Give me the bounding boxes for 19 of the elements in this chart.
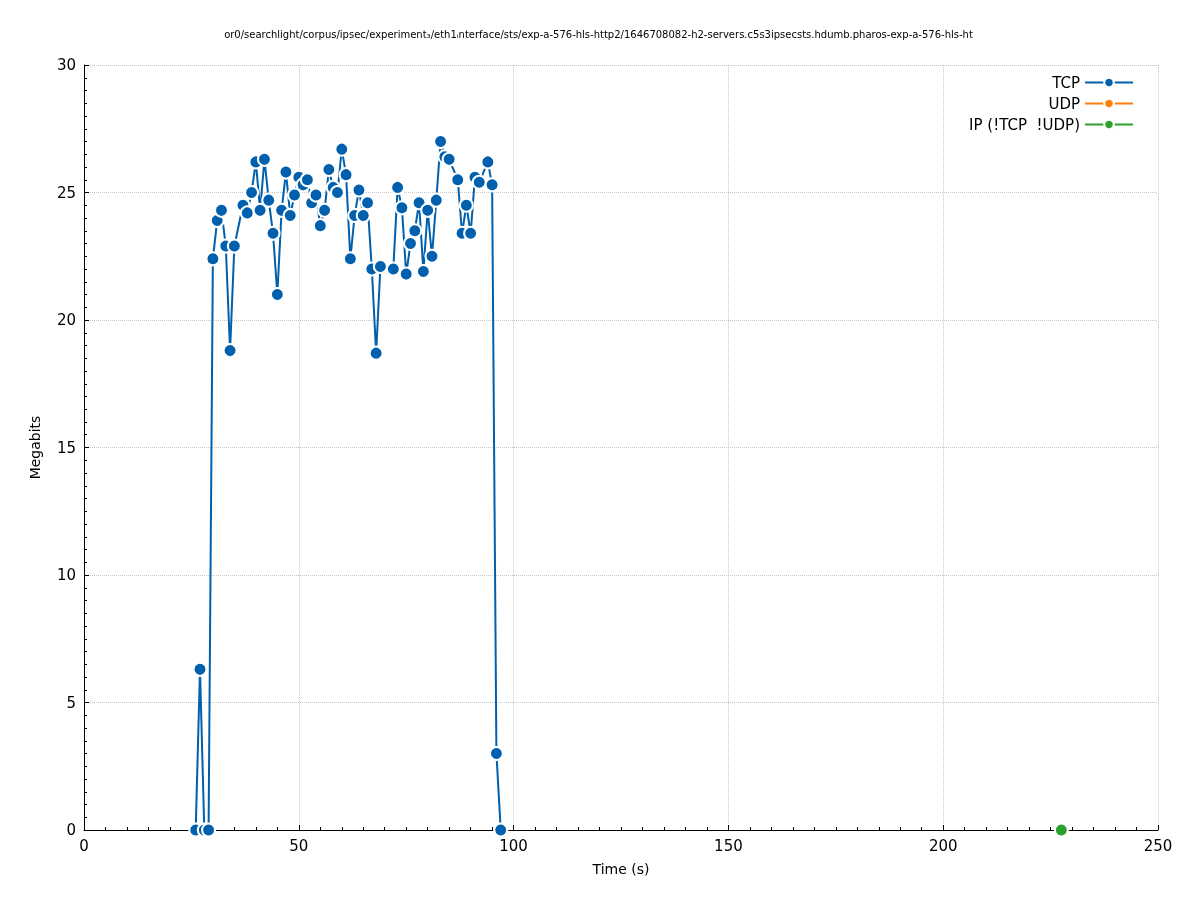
x-axis-title: Time (s) bbox=[591, 861, 650, 877]
legend-label: IP (!TCP !UDP) bbox=[969, 115, 1080, 134]
legend-label: UDP bbox=[1048, 94, 1080, 113]
y-tick-label: 25 bbox=[56, 183, 76, 202]
legend-label: TCP bbox=[1051, 73, 1080, 92]
y-tick-label: 0 bbox=[66, 821, 76, 839]
y-tick-label: 30 bbox=[56, 56, 76, 74]
x-tick-label: 0 bbox=[79, 836, 89, 855]
y-tick-label: 15 bbox=[56, 438, 76, 457]
x-tick-label: 50 bbox=[289, 836, 309, 855]
y-axis-title: Megabits bbox=[27, 415, 43, 480]
chart-title: or0/searchlight/corpus/ipsec/experiment₃/eth1ᵢnterface/sts/exp-a-576-hls-http2/1646708082-h2-servers.c5s3ipsecsts.hdumb.pharos-exp-a-576-hls-ht bbox=[224, 28, 973, 40]
y-tick-label: 10 bbox=[56, 566, 76, 584]
y-tick-label: 5 bbox=[66, 693, 76, 712]
y-tick-label: 20 bbox=[56, 311, 76, 329]
x-tick-label: 150 bbox=[714, 836, 743, 855]
x-tick-label: 100 bbox=[499, 836, 528, 855]
x-tick-label: 250 bbox=[1143, 836, 1173, 855]
x-tick-label: 200 bbox=[928, 836, 958, 855]
